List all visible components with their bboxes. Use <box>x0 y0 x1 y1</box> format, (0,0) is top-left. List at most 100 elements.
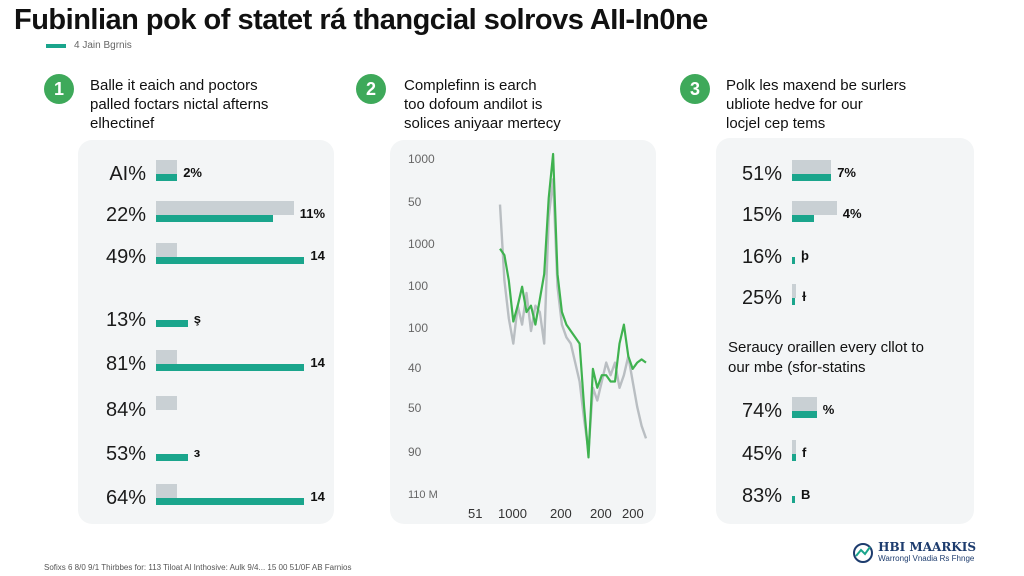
right-chart-panel <box>716 138 974 524</box>
bar-row: 49% 14 <box>106 243 334 271</box>
y-tick-label: 110 M <box>408 489 438 501</box>
x-tick-label: 200 <box>622 506 644 521</box>
section-2-badge: 2 <box>356 74 386 104</box>
bar-value-label: ɫ <box>802 289 807 304</box>
x-tick-label: 200 <box>590 506 612 521</box>
bar-category-label: AI% <box>109 163 146 185</box>
bar-background <box>792 284 796 298</box>
bar-row: 45% f <box>742 440 857 468</box>
bar-value-label: 11% <box>299 206 326 221</box>
bar-value-label: ş <box>193 311 202 326</box>
brand-logo: HBI MAARKIS Warrongl Vnadia Rs Fhnge <box>852 540 976 564</box>
y-tick-label: 50 <box>408 195 422 209</box>
bar-value-label: f <box>802 445 807 460</box>
bar-category-label: 49% <box>105 246 146 268</box>
bar-background <box>792 160 832 174</box>
bar-background <box>156 201 294 215</box>
green-series-line <box>499 152 647 459</box>
bar <box>792 496 795 503</box>
gray-series-line <box>498 178 648 453</box>
bar-value-label: B <box>801 487 811 502</box>
section-3-heading: Polk les maxend be surlers ubliote hedve… <box>726 77 907 132</box>
bar-row: 25% ɫ <box>742 284 877 312</box>
section-2-heading: Complefinn is earch too dofoum andilot i… <box>404 77 561 132</box>
bar <box>156 257 305 264</box>
y-tick-label: 100 <box>408 279 428 293</box>
bar <box>156 498 305 505</box>
bar-background <box>156 160 178 174</box>
bar <box>156 364 305 371</box>
bar <box>792 215 815 222</box>
x-tick-label: 1000 <box>498 506 527 521</box>
x-tick-label: 200 <box>550 506 572 521</box>
section-3-badge: 3 <box>680 74 710 104</box>
bar-value-label: þ <box>801 248 809 263</box>
bar-category-label: 45% <box>741 443 782 465</box>
bar-row: 83% B <box>742 482 857 510</box>
bar-row: 22% 11% <box>106 201 334 229</box>
logo-name: HBI MAARKIS <box>878 540 976 554</box>
bar-value-label: з <box>193 445 201 460</box>
bar-row: 16% þ <box>742 243 877 271</box>
bar <box>156 215 273 222</box>
bar <box>792 411 817 418</box>
middle-line-chart: 1000 50 1000 100 100 40 50 90 110 M 51 1000 200 200 2… <box>408 152 648 521</box>
bar-value-label: 14 <box>310 489 325 504</box>
bar-category-label: 25% <box>741 287 782 309</box>
footer-source: Sofixs 6 8/0 9/1 Thirbbes for: 113 Tiloa… <box>44 563 352 572</box>
bar-row: 13% ş <box>106 306 334 334</box>
section-1-heading: Balle it eaich and poctors palled foctar… <box>90 77 269 132</box>
bar-background <box>156 350 178 364</box>
bar-value-label: 2% <box>183 165 202 180</box>
bar-background <box>156 243 178 257</box>
bar-row: 74%% <box>742 397 857 425</box>
bar <box>156 320 188 327</box>
bar-category-label: 74% <box>741 400 782 422</box>
y-tick-label: 40 <box>408 361 422 375</box>
bar-background <box>156 396 178 410</box>
bar-background <box>792 397 817 411</box>
y-tick-label: 100 <box>408 321 428 335</box>
bar-category-label: 16% <box>741 246 782 268</box>
bar-category-label: 83% <box>741 485 782 507</box>
bar-category-label: 13% <box>105 309 146 331</box>
logo-globe-icon <box>853 543 874 563</box>
right-panel-note: Seraucy oraillen every cllot to our mbe … <box>728 339 924 376</box>
y-tick-label: 90 <box>408 445 422 459</box>
section-1-badge: 1 <box>44 74 74 104</box>
subtitle: 4 Jain Bgrnis <box>74 40 132 51</box>
bar-category-label: 81% <box>105 353 146 375</box>
middle-chart-panel <box>390 140 656 524</box>
bar <box>156 174 178 181</box>
bar-background <box>792 201 837 215</box>
y-tick-label: 1000 <box>408 237 435 251</box>
subtitle-row: 4 Jain Bgrnis <box>46 40 132 51</box>
bar-background <box>792 440 796 454</box>
bar-category-label: 64% <box>105 487 146 509</box>
bar <box>792 174 832 181</box>
bar-category-label: 15% <box>741 204 782 226</box>
bar <box>792 257 795 264</box>
bar-row: 84% <box>106 396 334 424</box>
bar-row: AI% 2% <box>109 160 334 188</box>
bar-row: 51% 7% <box>742 160 877 188</box>
bar <box>792 298 796 305</box>
bar-category-label: 51% <box>741 163 782 185</box>
bar-row: 64% 14 <box>106 484 334 512</box>
bar-value-label: % <box>822 402 835 417</box>
page-title: Fubinlian pok of statet rá thangcial sol… <box>14 4 708 36</box>
bar <box>792 454 796 461</box>
bar-row: 15% 4% <box>742 201 877 229</box>
bar-value-label: 14 <box>310 248 325 263</box>
bar-value-label: 7% <box>837 165 856 180</box>
y-tick-label: 50 <box>408 401 422 415</box>
bar-category-label: 53% <box>105 443 146 465</box>
logo-tagline: Warrongl Vnadia Rs Fhnge <box>878 554 975 563</box>
bar-category-label: 84% <box>105 399 146 421</box>
bar-category-label: 22% <box>105 204 146 226</box>
bar-row: 81% 14 <box>106 350 334 378</box>
bar-background <box>156 484 178 498</box>
bar <box>156 454 188 461</box>
bar-value-label: 4% <box>842 206 862 221</box>
x-tick-label: 51 <box>468 506 482 521</box>
